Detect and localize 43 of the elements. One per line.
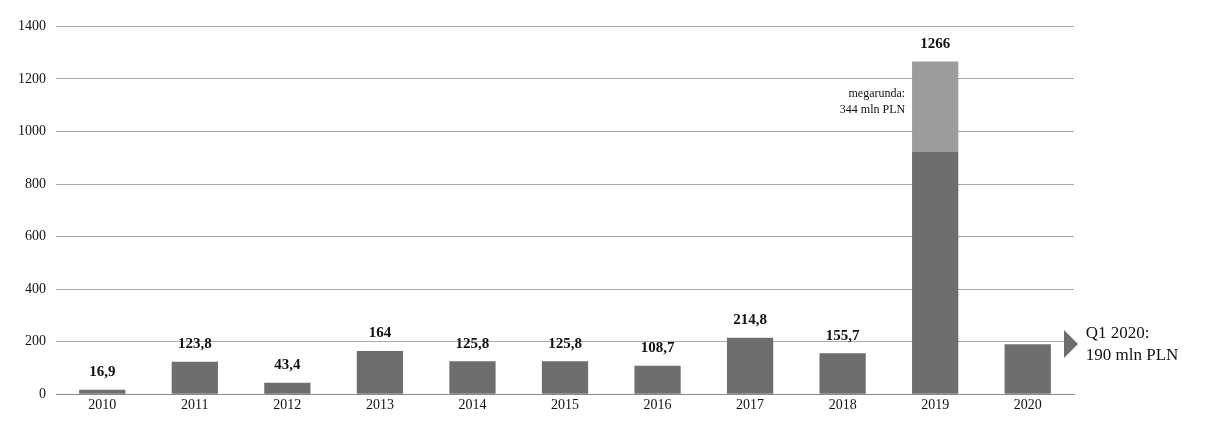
bar — [449, 361, 496, 394]
total-label: 16,9 — [89, 363, 116, 380]
total-label: 214,8 — [733, 311, 767, 328]
total-label: 164 — [368, 324, 392, 341]
y-tick-label: 800 — [25, 175, 46, 191]
y-tick-label: 400 — [25, 280, 46, 296]
text: Q1 2020: 190 mln PLN — [1085, 322, 1179, 364]
bar — [171, 361, 218, 394]
total-label: 43,4 — [274, 356, 301, 373]
x-tick-label: 2019 — [921, 397, 950, 413]
x-tick-label: 2017 — [736, 397, 765, 413]
bar — [819, 353, 866, 394]
bar — [1004, 344, 1051, 394]
x-tick-label: 2018 — [828, 397, 857, 413]
bar — [79, 389, 126, 394]
x-tick-label: 2011 — [181, 397, 209, 413]
bar — [634, 365, 681, 394]
x-tick-label: 2010 — [88, 397, 117, 413]
bar — [912, 61, 959, 152]
x-tick-label: 2015 — [551, 397, 579, 413]
x-tick-label: 2016 — [643, 397, 672, 413]
total-label: 123,8 — [177, 335, 212, 352]
total-label: 125,8 — [548, 334, 582, 351]
total-label: 108,7 — [640, 339, 675, 356]
total-label: 155,7 — [825, 326, 861, 343]
x-tick-label: 2013 — [365, 397, 394, 413]
y-tick-label: 0 — [39, 385, 46, 401]
bar — [356, 351, 404, 394]
total-label: 1266 — [920, 34, 951, 51]
y-tick-label: 1000 — [18, 123, 46, 139]
total-label: 125,8 — [455, 334, 490, 351]
bar — [541, 361, 589, 394]
bar — [726, 337, 774, 394]
y-tick-label: 200 — [25, 333, 46, 349]
y-tick-label: 1200 — [18, 70, 46, 86]
bar — [264, 382, 311, 394]
x-tick-label: 2014 — [458, 397, 487, 413]
y-tick-label: 1400 — [18, 18, 46, 34]
annotation: megarunda: 344 mln PLN — [839, 86, 906, 117]
y-tick-label: 600 — [25, 228, 46, 244]
bar — [912, 151, 959, 394]
x-tick-label: 2012 — [273, 397, 302, 413]
x-tick-label: 2020 — [1013, 397, 1042, 413]
